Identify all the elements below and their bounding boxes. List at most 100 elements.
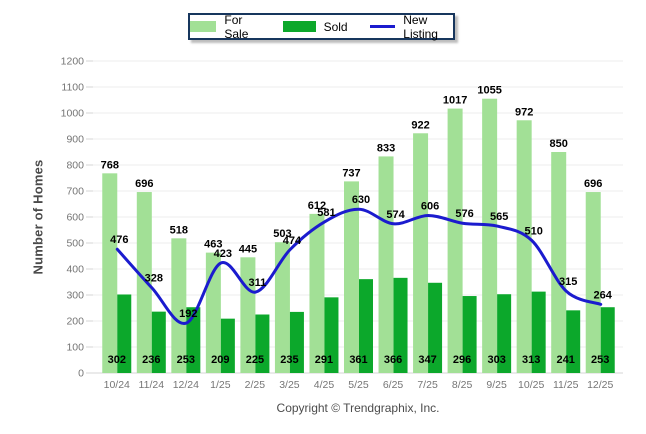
x-tick-label: 8/25 — [452, 379, 473, 391]
new-listing-value-label: 576 — [455, 208, 473, 220]
for-sale-value-label: 463 — [204, 239, 222, 251]
sold-swatch-icon — [282, 21, 316, 32]
sold-value-label: 236 — [142, 354, 160, 366]
for-sale-value-label: 696 — [584, 178, 602, 190]
sold-bar — [255, 314, 270, 373]
y-tick-label: 700 — [66, 186, 84, 198]
legend-item-sold: Sold — [282, 19, 348, 34]
legend-label-sold: Sold — [323, 19, 348, 34]
x-tick-label: 12/24 — [173, 379, 199, 391]
new-listing-value-label: 192 — [179, 308, 197, 320]
y-tick-label: 1100 — [61, 82, 84, 94]
x-tick-label: 3/25 — [279, 379, 300, 391]
x-tick-label: 11/25 — [553, 379, 579, 391]
new-listing-swatch-icon — [369, 25, 396, 28]
for-sale-bar — [447, 108, 463, 373]
for-sale-bar — [413, 133, 429, 373]
new-listing-value-label: 565 — [490, 211, 508, 223]
sold-value-label: 303 — [487, 354, 505, 366]
sold-bar — [151, 311, 166, 373]
for-sale-value-label: 972 — [515, 106, 533, 118]
sold-bar — [497, 294, 512, 373]
sold-value-label: 235 — [280, 354, 298, 366]
sold-value-label: 253 — [177, 354, 195, 366]
new-listing-line — [115, 207, 603, 325]
for-sale-bar — [171, 238, 187, 373]
sold-bar — [359, 279, 373, 373]
y-tick-label: 600 — [66, 212, 84, 224]
for-sale-bar — [551, 152, 567, 373]
for-sale-bar — [102, 173, 118, 373]
new-listing-value-label: 264 — [594, 289, 613, 301]
y-tick-label: 400 — [66, 264, 84, 276]
for-sale-value-label: 518 — [170, 224, 188, 236]
legend-item-new-listing: New Listing — [369, 12, 453, 41]
sold-bar — [186, 307, 201, 373]
sold-bar — [289, 311, 304, 373]
sold-bar — [531, 291, 546, 373]
x-tick-label: 6/25 — [383, 379, 404, 391]
for-sale-bar — [585, 192, 601, 373]
sold-value-label: 302 — [108, 354, 126, 366]
legend-label-new-listing: New Listing — [403, 12, 438, 41]
sold-value-label: 291 — [315, 354, 333, 366]
for-sale-bar — [378, 156, 394, 373]
sold-bar — [462, 296, 477, 373]
y-tick-label: 800 — [66, 160, 84, 172]
for-sale-bar — [309, 213, 325, 373]
copyright-text: Copyright © Trendgraphix, Inc. — [276, 401, 440, 415]
sold-value-label: 296 — [453, 354, 471, 366]
sold-bar — [117, 294, 132, 373]
for-sale-swatch-icon — [190, 21, 217, 32]
for-sale-value-label: 612 — [308, 200, 326, 212]
new-listing-value-label: 510 — [524, 225, 542, 237]
legend-label-for-sale: For Sale — [224, 12, 249, 41]
for-sale-value-label: 696 — [135, 178, 153, 190]
y-tick-label: 0 — [78, 368, 84, 380]
x-tick-label: 4/25 — [314, 379, 335, 391]
sold-bar — [324, 297, 339, 373]
new-listing-value-label: 581 — [317, 207, 335, 219]
for-sale-bar — [482, 98, 498, 373]
x-tick-label: 12/25 — [587, 379, 613, 391]
x-tick-label: 7/25 — [417, 379, 438, 391]
sold-value-label: 209 — [211, 354, 229, 366]
sold-value-label: 253 — [591, 354, 609, 366]
new-listing-value-label: 630 — [352, 194, 370, 206]
legend: For Sale Sold New Listing — [188, 12, 455, 41]
y-tick-label: 1000 — [61, 108, 85, 120]
sold-bar — [220, 318, 235, 373]
new-listing-value-label: 606 — [421, 200, 439, 212]
for-sale-value-label: 768 — [101, 159, 119, 171]
y-tick-label: 500 — [66, 238, 84, 250]
y-tick-label: 200 — [66, 316, 84, 328]
new-listing-value-label: 574 — [386, 209, 405, 221]
sold-bar — [600, 307, 615, 373]
y-tick-label: 100 — [66, 342, 84, 354]
for-sale-bar — [136, 192, 152, 373]
x-tick-label: 9/25 — [486, 379, 507, 391]
for-sale-bar — [274, 242, 290, 373]
for-sale-value-label: 833 — [377, 142, 395, 154]
y-tick-label: 900 — [66, 134, 84, 146]
new-listing-value-label: 328 — [145, 273, 163, 285]
x-tick-label: 10/24 — [104, 379, 130, 391]
sold-value-label: 225 — [246, 354, 264, 366]
x-tick-label: 2/25 — [245, 379, 266, 391]
sold-value-label: 313 — [522, 354, 540, 366]
for-sale-value-label: 1055 — [477, 85, 501, 97]
y-tick-label: 1200 — [61, 56, 85, 68]
y-tick-label: 300 — [66, 290, 84, 302]
sold-value-label: 241 — [557, 354, 575, 366]
for-sale-bar — [516, 120, 532, 373]
for-sale-value-label: 850 — [550, 138, 568, 150]
sold-value-label: 361 — [349, 354, 367, 366]
new-listing-value-label: 311 — [249, 277, 267, 289]
x-tick-label: 1/25 — [210, 379, 231, 391]
new-listing-value-label: 423 — [214, 248, 232, 260]
sold-bar — [428, 282, 443, 373]
for-sale-value-label: 503 — [273, 228, 291, 240]
for-sale-value-label: 922 — [411, 119, 429, 131]
